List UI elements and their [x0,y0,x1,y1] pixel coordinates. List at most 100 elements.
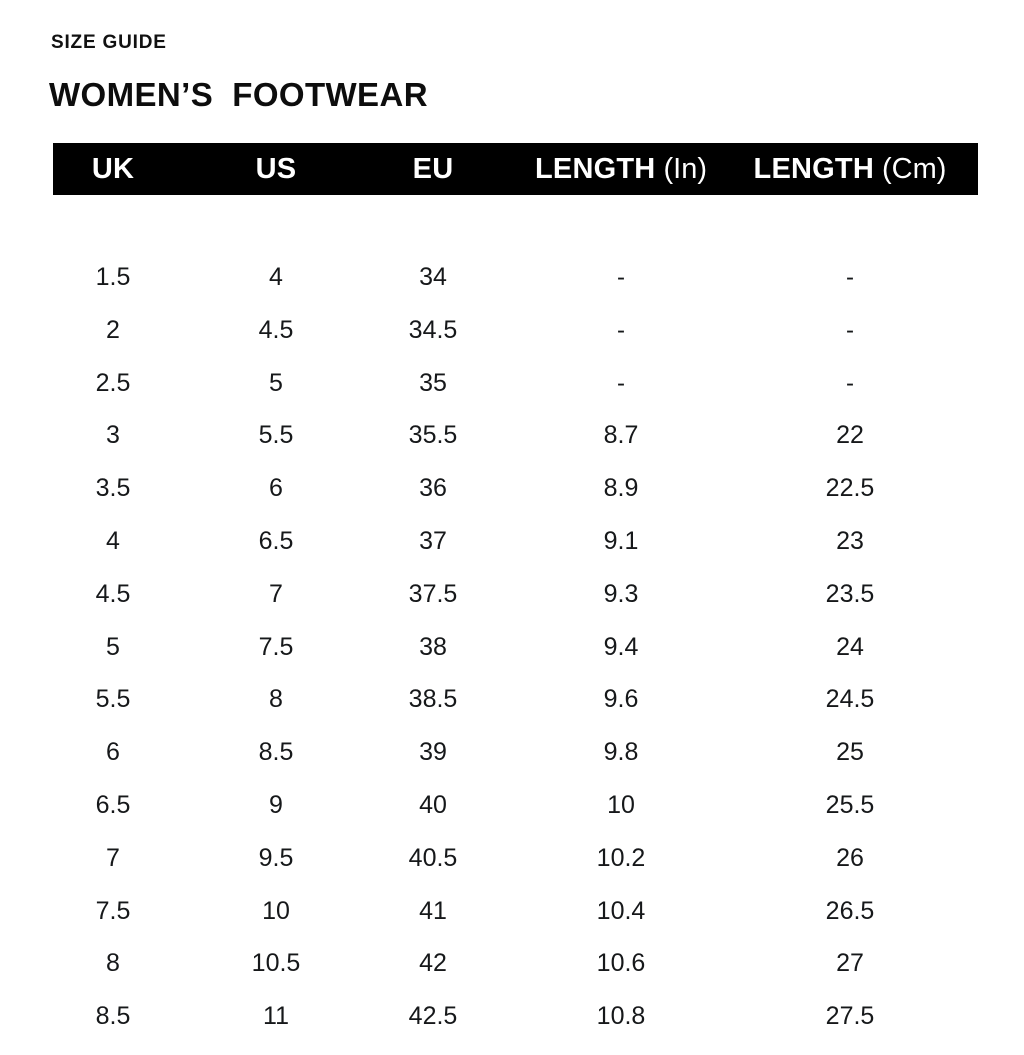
cell-us: 7 [269,579,283,608]
cell-us: 10.5 [251,949,301,978]
cell-us: 5.5 [258,421,294,450]
cell-eu: 34 [419,263,447,291]
cell-length-in: 10 [607,791,635,819]
cell-us: 4.5 [258,315,294,344]
cell-uk: 7.5 [95,896,131,925]
cell-length-cm: 26.5 [825,896,875,925]
table-row: 2.5 5 35 - - [53,357,978,410]
cell-eu: 36 [419,474,447,503]
cell-length-in: 8.7 [603,421,639,450]
cell-length-in: 9.4 [603,632,639,661]
cell-length-in: 10.8 [596,1002,646,1031]
table-row: 6.5 9 40 10 25.5 [53,779,978,832]
table-row: 8.5 11 42.5 10.8 27.5 [53,990,978,1043]
column-header-label: UK [91,153,135,185]
cell-length-in: 10.4 [596,896,646,925]
cell-length-in: - [617,264,625,291]
column-header-us: US [256,143,297,195]
cell-eu: 35 [419,368,447,397]
cell-uk: 5.5 [95,685,131,714]
cell-uk: 3 [106,421,120,450]
table-row: 4.5 7 37.5 9.3 23.5 [53,568,978,621]
cell-length-in: 9.1 [603,527,639,555]
size-guide-page: SIZE GUIDE WOMEN’S FOOTWEAR UK US EU LENGTH… [49,32,978,1031]
cell-length-cm: 24.5 [825,685,875,714]
cell-length-cm: 23.5 [825,579,875,608]
cell-us: 8.5 [258,738,294,767]
cell-length-in: - [617,316,625,344]
cell-length-cm: - [846,264,854,291]
cell-us: 4 [269,263,283,291]
cell-length-in: - [617,369,625,397]
cell-length-in: 9.3 [603,579,639,608]
cell-us: 5 [269,368,283,397]
cell-uk: 8 [106,949,120,978]
cell-length-cm: - [846,369,854,397]
column-header-length-in: LENGTH (In) [535,143,707,195]
cell-eu: 42 [419,949,447,978]
column-header-label: US [255,153,297,185]
table-header-row: UK US EU LENGTH (In) LENGTH (Cm) [53,143,978,195]
cell-uk: 2 [106,315,120,344]
cell-eu: 40.5 [408,843,458,872]
table-row: 4 6.5 37 9.1 23 [53,515,978,568]
table-row: 1.5 4 34 - - [53,251,978,304]
table-row: 6 8.5 39 9.8 25 [53,726,978,779]
column-header-label: LENGTH [535,153,656,185]
cell-us: 6 [269,474,283,503]
cell-eu: 37 [419,527,447,555]
table-row: 3.5 6 36 8.9 22.5 [53,462,978,515]
cell-eu: 39 [419,738,447,767]
cell-us: 6.5 [258,527,294,555]
cell-us: 9.5 [258,843,294,872]
column-header-length-cm: LENGTH (Cm) [754,143,947,195]
column-header-label: EU [412,153,454,185]
table-row: 8 10.5 42 10.6 27 [53,937,978,990]
size-guide-eyebrow: SIZE GUIDE [51,32,167,53]
cell-length-cm: - [846,316,854,344]
table-row: 5.5 8 38.5 9.6 24.5 [53,673,978,726]
column-header-unit: (Cm) [873,153,947,185]
cell-eu: 40 [419,791,447,819]
cell-us: 11 [263,1002,289,1031]
cell-length-in: 10.2 [596,843,646,872]
cell-length-cm: 25.5 [825,791,875,819]
table-body: 1.5 4 34- -2 4.5 34.5- -2.5 5 35- -3 5.5 35.5 8.7 22 3… [53,195,978,1055]
cell-length-cm: 25 [836,738,864,767]
table-row: 2 4.5 34.5 - - [53,304,978,357]
size-chart-table: UK US EU LENGTH (In) LENGTH (Cm) 1.5 4 34- -2 4.… [53,143,978,1055]
cell-uk: 1.5 [95,263,131,291]
cell-eu: 35.5 [408,421,458,450]
cell-us: 10 [262,896,290,925]
cell-length-cm: 26 [836,843,864,872]
cell-eu: 38 [419,632,447,661]
cell-eu: 42.5 [408,1002,458,1031]
cell-eu: 41 [419,896,447,925]
cell-uk: 2.5 [95,368,131,397]
cell-length-in: 8.9 [603,474,639,503]
cell-uk: 6.5 [95,791,131,819]
cell-length-cm: 22 [836,421,864,450]
cell-us: 9 [269,791,283,819]
table-row: 3 5.5 35.5 8.7 22 [53,409,978,462]
page-title: WOMEN’S FOOTWEAR [49,76,428,113]
cell-length-cm: 23 [836,527,864,555]
cell-length-in: 10.6 [596,949,646,978]
cell-eu: 34.5 [408,315,458,344]
table-row: 5 7.5 38 9.4 24 [53,621,978,674]
cell-uk: 3.5 [95,474,131,503]
cell-uk: 8.5 [95,1002,131,1031]
cell-eu: 38.5 [408,685,458,714]
cell-eu: 37.5 [408,579,458,608]
cell-uk: 5 [106,632,120,661]
cell-length-in: 9.8 [603,738,639,767]
column-header-eu: EU [413,143,454,195]
cell-length-in: 9.6 [603,685,639,714]
cell-length-cm: 27.5 [825,1002,875,1031]
table-row: 7 9.5 40.5 10.2 26 [53,832,978,885]
cell-length-cm: 24 [836,632,864,661]
cell-uk: 4.5 [95,579,131,608]
column-header-label: LENGTH [753,153,874,185]
table-row: 7.5 10 41 10.4 26.5 [53,885,978,938]
cell-us: 8 [269,685,283,714]
